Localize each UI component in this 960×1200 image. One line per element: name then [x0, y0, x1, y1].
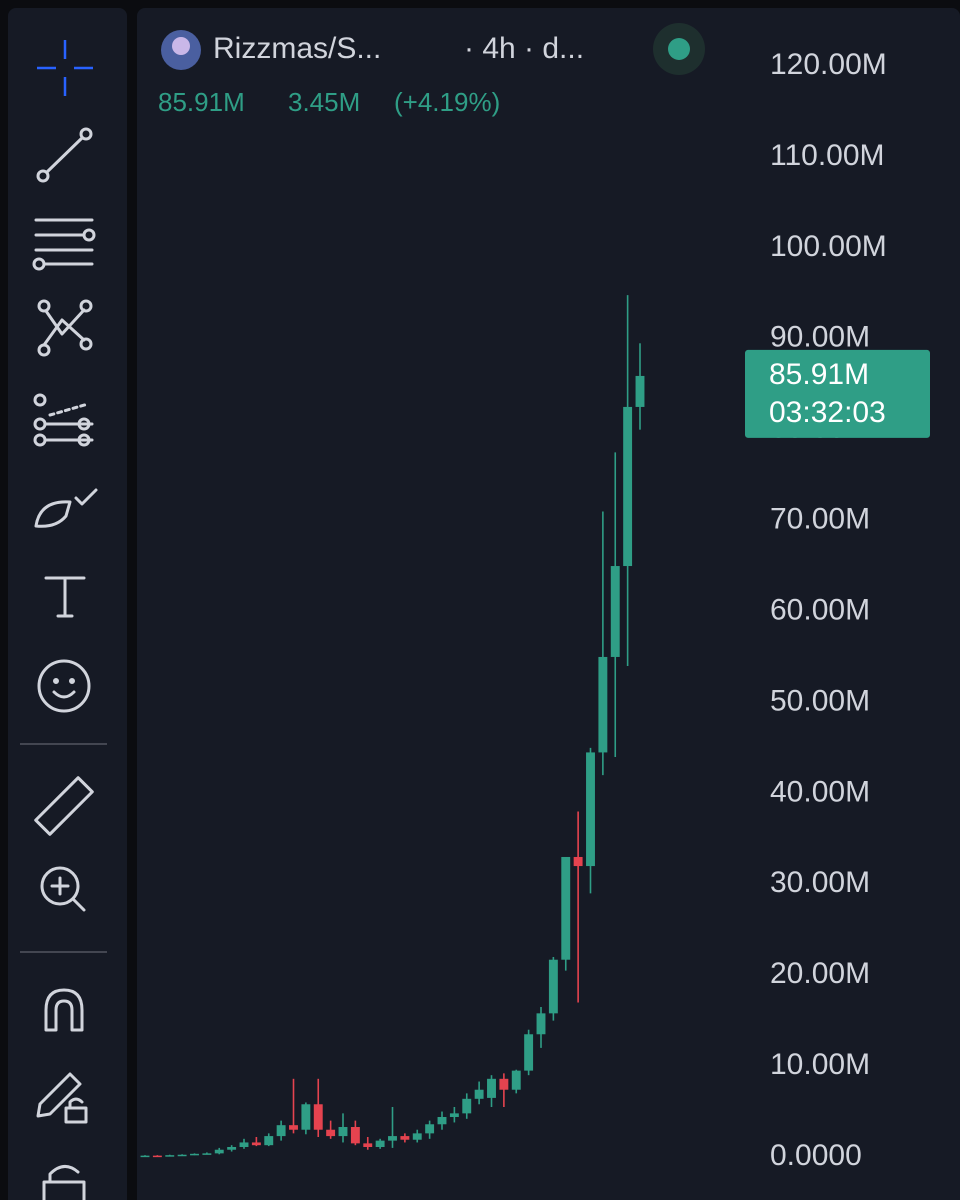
candle-body — [548, 959, 558, 1014]
y-tick-label: 110.00M — [770, 139, 885, 172]
candle-body — [437, 1116, 447, 1125]
candle-body — [190, 1153, 199, 1156]
candle-body — [301, 1104, 311, 1130]
candle-body — [586, 752, 595, 867]
y-tick-label: 40.00M — [770, 775, 870, 808]
candle-body — [177, 1154, 187, 1157]
candle-body — [511, 1070, 521, 1090]
candle-body — [276, 1125, 286, 1137]
y-tick-label: 10.00M — [770, 1048, 870, 1081]
price: 85.91M — [158, 87, 245, 117]
candle-body — [140, 1155, 150, 1158]
avatar-face — [172, 37, 190, 55]
tools[interactable] — [20, 40, 107, 1200]
candle-body — [227, 1146, 237, 1150]
y-tick-label: 90.00M — [770, 321, 870, 354]
y-tick-label: 120.00M — [770, 48, 887, 81]
candle-body — [561, 856, 571, 960]
y-tick-label: 50.00M — [770, 684, 870, 717]
y-tick-label: 0.0000 — [770, 1139, 862, 1172]
candle-body — [400, 1136, 410, 1140]
y-tick-label: 20.00M — [770, 957, 870, 990]
candle-body — [375, 1140, 385, 1147]
interval[interactable]: · 4h · d... — [464, 32, 584, 65]
y-tick-label: 100.00M — [770, 230, 887, 263]
candle-body — [239, 1142, 249, 1147]
change: 3.45M — [288, 87, 360, 117]
change-pct: (+4.19%) — [394, 87, 500, 117]
candle-body — [363, 1143, 373, 1147]
candle-body — [524, 1034, 534, 1071]
candle-body — [623, 406, 633, 567]
candle-body — [425, 1124, 435, 1134]
candle-body — [264, 1136, 274, 1146]
candle-body — [388, 1136, 397, 1141]
y-tick-label: 30.00M — [770, 866, 870, 899]
candle-body — [573, 856, 583, 867]
candle-body — [165, 1155, 175, 1157]
candle-body — [462, 1098, 472, 1114]
candle-body — [610, 566, 620, 657]
candle-body — [412, 1133, 422, 1140]
candle-body — [499, 1078, 509, 1090]
symbol[interactable]: Rizzmas/S... — [213, 32, 381, 65]
status-dot — [668, 38, 690, 60]
candle-body — [152, 1155, 162, 1158]
candle-body — [635, 375, 645, 407]
y-tick-label: 60.00M — [770, 593, 870, 626]
candle-body — [214, 1149, 224, 1154]
candle-body — [598, 656, 608, 753]
candle-body — [313, 1104, 323, 1130]
price-label: 85.91M — [769, 358, 869, 391]
candle-body — [350, 1126, 360, 1144]
price-label-box — [745, 349, 930, 438]
y-tick-label: 70.00M — [770, 503, 870, 536]
candle-body — [338, 1126, 348, 1137]
candle-body — [326, 1129, 336, 1137]
candle-body — [289, 1125, 298, 1130]
candle-body — [536, 1013, 546, 1035]
candle-body — [449, 1113, 459, 1117]
countdown: 03:32:03 — [769, 396, 886, 429]
candle-body — [487, 1078, 496, 1098]
chart-panel — [137, 8, 960, 1200]
candle-body — [474, 1089, 484, 1099]
candle-body — [202, 1153, 212, 1155]
candle-body — [251, 1142, 261, 1146]
toolbar — [8, 8, 127, 1200]
